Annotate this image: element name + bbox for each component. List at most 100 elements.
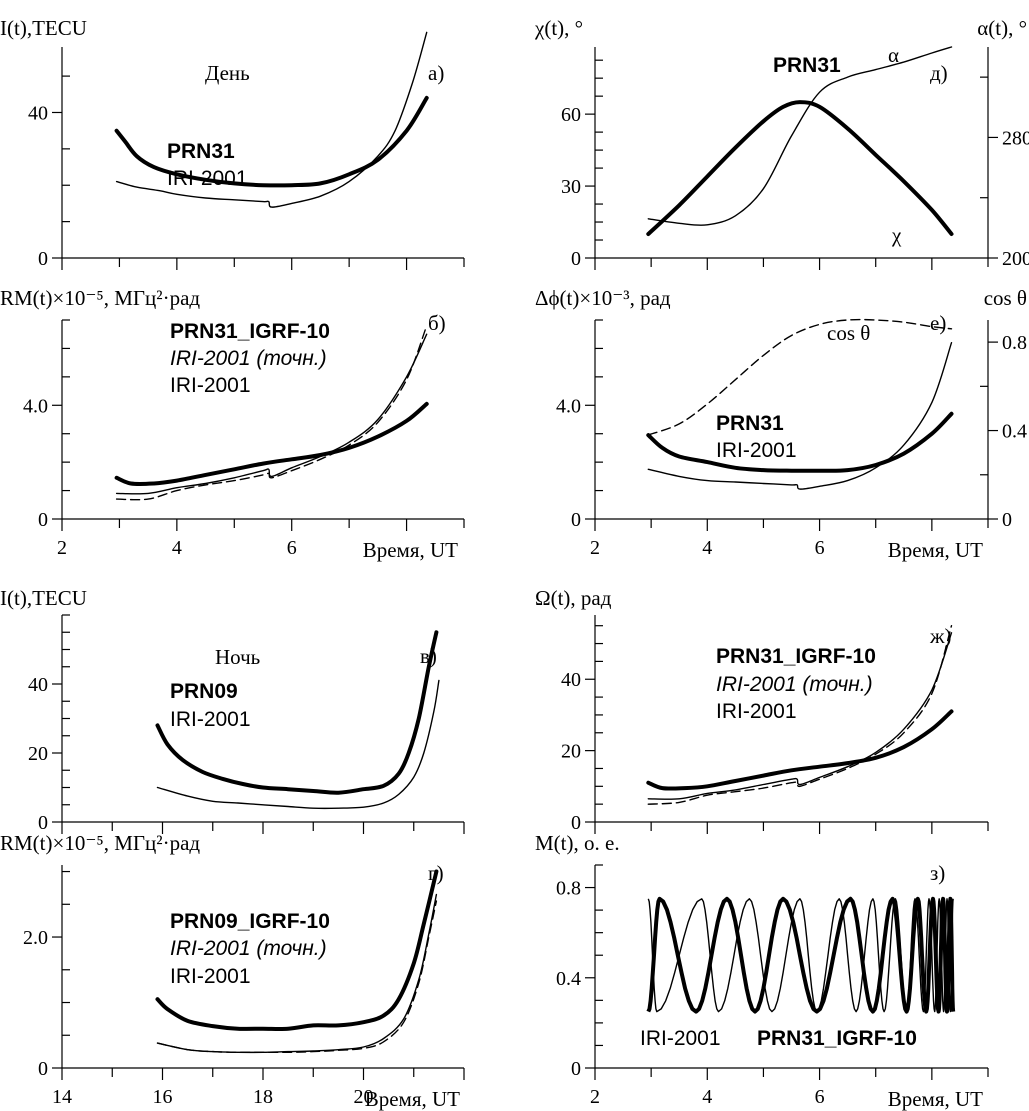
panel-z-letter: з) bbox=[930, 861, 945, 885]
panel-z-xlabel: Время, UT bbox=[888, 1087, 983, 1111]
series-dashed-line bbox=[647, 625, 953, 805]
y-right-tick-label: 0.4 bbox=[1002, 421, 1027, 443]
plot-g: 14 16 18 20 0 2.0 bbox=[23, 865, 465, 1108]
x-tick-label: 20 bbox=[354, 1086, 374, 1108]
panel-d-label-alpha: α bbox=[888, 43, 899, 67]
panel-g-ylabel: RM(t)×10⁻⁵, МГц²·рад bbox=[0, 831, 200, 855]
y-tick-label: 60 bbox=[561, 104, 581, 126]
series-thin-line bbox=[156, 893, 438, 1054]
x-tick-label: 4 bbox=[172, 537, 182, 559]
x-tick-label: 2 bbox=[590, 1086, 600, 1108]
panel-z-label-iri: IRI-2001 bbox=[640, 1027, 721, 1050]
x-tick-label: 4 bbox=[702, 537, 712, 559]
series-thick-line bbox=[646, 709, 954, 791]
x-tick-label: 18 bbox=[253, 1086, 273, 1108]
panel-d-ylabel-right: α(t), ° bbox=[977, 16, 1027, 40]
x-tick-label: 6 bbox=[815, 537, 825, 559]
panel-d-label-chi: χ bbox=[891, 223, 902, 247]
panel-e-ylabel: Δϕ(t)×10⁻³, рад bbox=[535, 286, 671, 310]
x-tick-label: 14 bbox=[52, 1086, 72, 1108]
panel-e-legend-prn31: PRN31 bbox=[716, 412, 784, 435]
panel-zh: Ω(t), рад ж) PRN31_IGRF-10 IRI-2001 (точ… bbox=[535, 586, 952, 723]
series-thin-line bbox=[115, 333, 428, 495]
panel-v-annotation: Ночь bbox=[215, 645, 260, 669]
panel-z-ylabel: M(t), о. е. bbox=[535, 831, 620, 855]
series-dashed-line bbox=[647, 318, 953, 436]
panel-v: I(t),TECU в) Ночь PRN09 IRI-2001 bbox=[0, 586, 437, 731]
plot-z: 2 4 6 0 0.4 0.8 bbox=[556, 864, 989, 1108]
plot-a: 0 40 bbox=[28, 31, 465, 270]
y-tick-label: 40 bbox=[28, 102, 48, 124]
y-right-tick-label: 200 bbox=[1002, 248, 1029, 270]
panel-b-xlabel: Время, UT bbox=[363, 538, 458, 562]
series-thick-line bbox=[155, 630, 439, 795]
panel-e-letter: е) bbox=[930, 311, 946, 335]
y-right-tick-label: 0 bbox=[1002, 509, 1012, 531]
panel-a: I(t),TECU а) День PRN31 IRI-2001 bbox=[0, 16, 444, 190]
panel-b-letter: б) bbox=[428, 311, 446, 335]
panel-b-legend-prn31: PRN31_IGRF-10 bbox=[170, 320, 330, 343]
panel-d: χ(t), ° α(t), ° д) PRN31 α χ bbox=[534, 16, 1027, 247]
y-tick-label: 0 bbox=[571, 812, 581, 834]
plot-b: 2 4 6 0 4.0 bbox=[23, 319, 465, 559]
series-thin-line bbox=[115, 31, 428, 208]
panel-e: Δϕ(t)×10⁻³, рад cos θ е) cos θ PRN31 IRI… bbox=[535, 286, 1027, 562]
series-thin-line bbox=[647, 632, 953, 800]
panel-zh-legend-iri-exact: IRI-2001 (точн.) bbox=[716, 673, 873, 696]
series-thin-line bbox=[647, 342, 953, 490]
panel-a-legend-prn31: PRN31 bbox=[167, 140, 235, 163]
panel-zh-legend-prn31: PRN31_IGRF-10 bbox=[716, 645, 876, 668]
panel-zh-letter: ж) bbox=[929, 624, 952, 648]
y-tick-label: 0 bbox=[38, 1058, 48, 1080]
panel-v-ylabel: I(t),TECU bbox=[0, 586, 87, 610]
y-tick-label: 0.4 bbox=[556, 968, 581, 990]
panel-g-xlabel: Время, UT bbox=[365, 1087, 460, 1111]
y-tick-label: 0 bbox=[571, 509, 581, 531]
panel-e-ylabel-right: cos θ bbox=[984, 286, 1027, 310]
y-tick-label: 30 bbox=[561, 176, 581, 198]
series-thick-line bbox=[646, 100, 954, 236]
panel-zh-ylabel: Ω(t), рад bbox=[535, 586, 612, 610]
x-tick-label: 2 bbox=[590, 537, 600, 559]
x-tick-label: 16 bbox=[153, 1086, 173, 1108]
y-tick-label: 0 bbox=[38, 509, 48, 531]
series-thin-line bbox=[647, 46, 953, 226]
series-thick-line bbox=[646, 896, 956, 1014]
y-tick-label: 4.0 bbox=[556, 395, 581, 417]
panel-a-annotation: День bbox=[205, 61, 250, 85]
y-right-tick-label: 0.8 bbox=[1002, 332, 1027, 354]
x-tick-label: 6 bbox=[815, 1086, 825, 1108]
y-tick-label: 0 bbox=[38, 812, 48, 834]
panel-e-label-costheta: cos θ bbox=[827, 321, 870, 345]
x-tick-label: 6 bbox=[287, 537, 297, 559]
series-thick-line bbox=[155, 869, 439, 1031]
panel-b: RM(t)×10⁻⁵, МГц²·рад б) PRN31_IGRF-10 IR… bbox=[0, 286, 458, 562]
panel-z: M(t), о. е. з) IRI-2001 PRN31_IGRF-10 Вр… bbox=[535, 831, 983, 1111]
plot-zh: 0 20 40 bbox=[561, 615, 989, 834]
y-tick-label: 0 bbox=[38, 248, 48, 270]
series-thick-line bbox=[114, 95, 429, 188]
panel-d-letter: д) bbox=[930, 61, 948, 85]
panel-v-legend-iri: IRI-2001 bbox=[170, 708, 251, 731]
panel-b-legend-iri: IRI-2001 bbox=[170, 374, 251, 397]
plot-d: 0 30 60 200 280 bbox=[561, 46, 1029, 270]
panel-z-label-prn31: PRN31_IGRF-10 bbox=[757, 1027, 917, 1050]
panel-d-ylabel: χ(t), ° bbox=[534, 16, 583, 40]
y-tick-label: 0.8 bbox=[556, 878, 581, 900]
x-tick-label: 4 bbox=[702, 1086, 712, 1108]
y-tick-label: 20 bbox=[561, 741, 581, 763]
y-tick-label: 40 bbox=[28, 674, 48, 696]
series-thick-line bbox=[114, 401, 429, 487]
y-tick-label: 0 bbox=[571, 248, 581, 270]
plot-v: 0 20 40 bbox=[28, 614, 465, 834]
series-thick-line bbox=[646, 411, 954, 473]
y-tick-label: 40 bbox=[561, 669, 581, 691]
panel-b-ylabel: RM(t)×10⁻⁵, МГц²·рад bbox=[0, 286, 200, 310]
y-tick-label: 2.0 bbox=[23, 927, 48, 949]
x-tick-label: 2 bbox=[57, 537, 67, 559]
y-tick-label: 4.0 bbox=[23, 395, 48, 417]
panel-zh-legend-iri: IRI-2001 bbox=[716, 700, 797, 723]
y-tick-label: 20 bbox=[28, 743, 48, 765]
